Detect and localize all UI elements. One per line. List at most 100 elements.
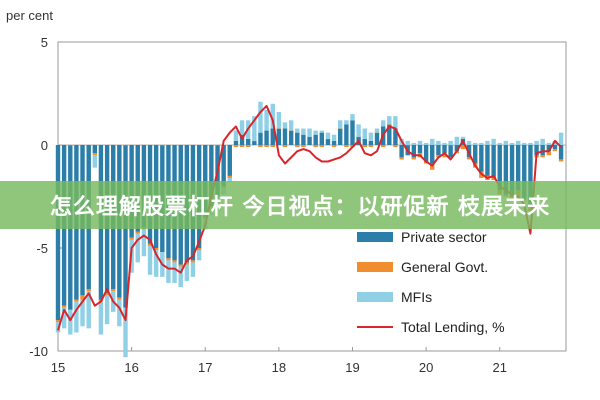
bar-general-govt	[61, 305, 67, 308]
bar-private-sector	[430, 145, 435, 164]
bar-private-sector	[485, 145, 490, 176]
bar-private-sector	[368, 140, 374, 145]
bar-mfis	[98, 301, 104, 335]
bar-private-sector	[331, 140, 337, 145]
bar-private-sector	[491, 145, 496, 178]
bar-private-sector	[374, 132, 380, 145]
bar-private-sector	[522, 145, 527, 199]
bar-general-govt	[135, 231, 140, 234]
x-tick-label: 19	[345, 360, 359, 375]
bar-private-sector	[436, 145, 441, 156]
bar-private-sector	[448, 145, 453, 158]
bar-private-sector	[344, 124, 349, 145]
bar-general-govt	[558, 159, 564, 162]
bar-mfis	[172, 262, 177, 284]
bar-private-sector	[552, 145, 558, 150]
bar-mfis	[233, 130, 239, 141]
bar-private-sector	[307, 136, 312, 145]
bar-mfis	[258, 101, 263, 133]
bar-private-sector	[509, 145, 515, 197]
bar-general-govt	[92, 153, 98, 156]
bar-private-sector	[227, 145, 232, 176]
bar-private-sector	[319, 132, 324, 145]
bar-mfis	[515, 140, 521, 145]
bar-mfis	[552, 140, 558, 145]
bar-private-sector	[264, 130, 269, 145]
bar-private-sector	[270, 128, 275, 145]
y-tick-label: 0	[41, 138, 48, 153]
bar-private-sector	[497, 145, 502, 191]
bar-mfis	[466, 140, 472, 145]
bar-mfis	[123, 307, 128, 358]
legend-label: MFIs	[401, 289, 432, 305]
bar-general-govt	[460, 145, 466, 150]
bar-general-govt	[540, 155, 545, 158]
bar-general-govt	[227, 175, 232, 178]
bar-mfis	[92, 155, 98, 168]
bar-general-govt	[442, 153, 447, 158]
bar-mfis	[147, 245, 153, 275]
y-axis-unit-label: per cent	[6, 8, 53, 23]
bar-mfis	[454, 136, 460, 145]
bar-mfis	[411, 142, 417, 145]
bar-mfis	[540, 138, 545, 145]
bar-general-govt	[153, 248, 159, 251]
y-tick-label: 5	[41, 35, 48, 50]
bar-general-govt	[331, 145, 337, 148]
bar-private-sector	[423, 145, 429, 162]
bar-general-govt	[178, 264, 183, 267]
bar-mfis	[479, 142, 484, 145]
bar-mfis	[503, 140, 509, 145]
bar-general-govt	[258, 145, 263, 148]
legend: Private sector General Govt. MFIs Total Len…	[357, 229, 505, 335]
bar-mfis	[178, 266, 183, 288]
bar-mfis	[473, 142, 478, 145]
bar-mfis	[239, 120, 245, 135]
bar-general-govt	[117, 297, 122, 300]
bar-private-sector	[295, 132, 300, 145]
bar-private-sector	[515, 145, 521, 191]
legend-label: General Govt.	[401, 259, 488, 275]
bar-mfis	[184, 264, 190, 281]
bar-mfis	[374, 128, 380, 133]
bar-mfis	[301, 128, 306, 135]
bar-general-govt	[380, 145, 386, 148]
y-tick-label: -5	[36, 241, 48, 256]
bar-general-govt	[239, 145, 245, 148]
bar-general-govt	[74, 299, 79, 302]
bar-mfis	[141, 229, 147, 257]
bar-general-govt	[233, 145, 239, 148]
bar-mfis	[423, 142, 429, 145]
bar-mfis	[485, 140, 490, 145]
x-tick-label: 16	[124, 360, 138, 375]
bar-private-sector	[534, 145, 539, 156]
bar-private-sector	[528, 145, 533, 207]
bar-private-sector	[288, 130, 294, 145]
banner-text: 怎么理解股票杠杆 今日视点：以研促新 枝展未来	[49, 195, 551, 220]
bar-mfis	[497, 142, 502, 145]
bar-general-govt	[80, 295, 85, 300]
legend-swatch	[357, 232, 393, 242]
bar-mfis	[86, 291, 91, 329]
bar-private-sector	[301, 134, 306, 145]
bar-mfis	[460, 136, 466, 139]
bar-mfis	[356, 124, 361, 137]
bar-mfis	[68, 309, 73, 335]
bar-mfis	[368, 132, 374, 141]
bar-mfis	[227, 177, 232, 183]
bar-general-govt	[86, 289, 91, 292]
bar-mfis	[135, 233, 140, 263]
bar-mfis	[313, 130, 318, 135]
bar-mfis	[295, 128, 300, 133]
bar-general-govt	[344, 145, 349, 148]
bar-general-govt	[270, 145, 275, 148]
legend-swatch	[357, 292, 393, 302]
bar-mfis	[448, 140, 453, 145]
bar-private-sector	[337, 128, 343, 145]
bar-private-sector	[442, 145, 447, 154]
bar-private-sector	[417, 145, 423, 154]
bar-mfis	[276, 112, 282, 129]
bar-mfis	[288, 120, 294, 131]
bar-private-sector	[454, 145, 460, 152]
bar-private-sector	[399, 145, 404, 158]
